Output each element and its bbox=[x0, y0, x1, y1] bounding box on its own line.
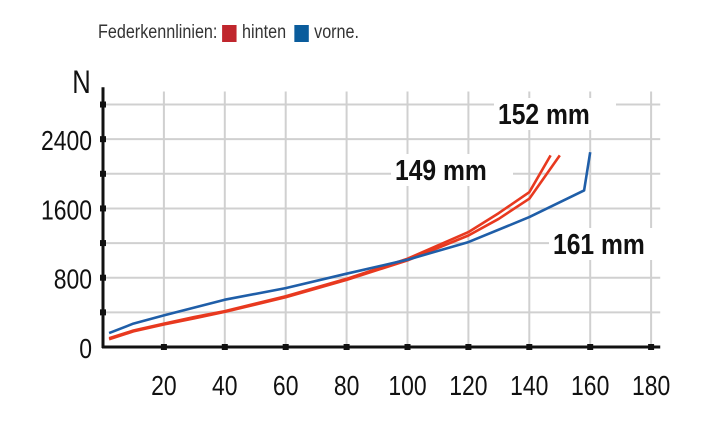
label-background bbox=[494, 98, 616, 130]
x-tick-label: 80 bbox=[334, 371, 360, 402]
y-tick-mark bbox=[100, 240, 106, 247]
series-line-vorne bbox=[108, 151, 592, 335]
x-tick-mark bbox=[343, 344, 350, 350]
end-label: 161 mm bbox=[553, 228, 645, 260]
x-tick-label: 60 bbox=[273, 371, 299, 402]
x-tick-mark bbox=[282, 344, 289, 350]
y-axis-label: N bbox=[72, 64, 91, 100]
end-label: 149 mm bbox=[395, 154, 487, 186]
y-tick-mark bbox=[100, 170, 106, 177]
series-line-hinten bbox=[108, 154, 561, 341]
legend-swatch-hinten bbox=[222, 24, 237, 42]
x-tick-mark bbox=[160, 344, 167, 350]
label-background bbox=[549, 228, 671, 260]
x-tick-label: 100 bbox=[388, 371, 426, 402]
x-tick-mark bbox=[648, 344, 655, 350]
x-tick-mark bbox=[404, 344, 411, 350]
legend-swatch-vorne bbox=[294, 24, 310, 42]
x-tick-mark bbox=[587, 344, 594, 350]
y-tick-mark bbox=[100, 101, 106, 108]
x-tick-label: 40 bbox=[212, 371, 238, 402]
y-tick-label: 0 bbox=[79, 334, 92, 365]
label-background bbox=[391, 154, 513, 186]
y-tick-mark bbox=[100, 274, 106, 281]
x-tick-mark bbox=[221, 344, 228, 350]
x-tick-label: 160 bbox=[571, 371, 609, 402]
legend-label-hinten: hinten bbox=[242, 22, 287, 43]
legend-title: Federkennlinien: bbox=[98, 22, 218, 43]
x-tick-label: 140 bbox=[510, 371, 548, 402]
y-tick-label: 1600 bbox=[41, 195, 92, 226]
legend: Federkennlinien: hinten vorne. bbox=[98, 22, 359, 44]
legend-label-vorne: vorne. bbox=[314, 22, 360, 43]
x-tick-label: 180 bbox=[632, 371, 670, 402]
end-label: 152 mm bbox=[498, 98, 590, 130]
x-tick-label: 120 bbox=[449, 371, 487, 402]
y-tick-label: 800 bbox=[54, 265, 92, 296]
y-tick-mark bbox=[100, 205, 106, 212]
y-tick-label: 2400 bbox=[41, 126, 92, 157]
x-tick-mark bbox=[526, 344, 533, 350]
x-tick-label: 20 bbox=[151, 371, 177, 402]
y-tick-mark bbox=[100, 309, 106, 316]
y-tick-mark bbox=[100, 136, 106, 143]
x-tick-mark bbox=[465, 344, 472, 350]
